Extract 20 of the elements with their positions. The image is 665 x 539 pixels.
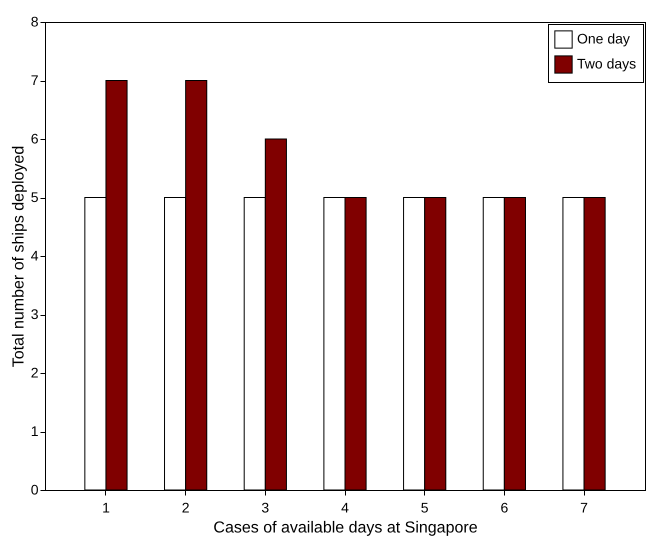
x-tick-label: 5 — [420, 500, 429, 516]
y-tick-label: 2 — [30, 364, 39, 380]
legend-label: Two days — [577, 56, 636, 72]
x-tick-label: 6 — [500, 500, 508, 516]
y-tick-label: 0 — [30, 482, 39, 498]
y-tick-label: 1 — [30, 423, 39, 439]
y-tick-label: 5 — [30, 189, 39, 205]
x-tick-label: 3 — [261, 500, 270, 516]
x-axis-title: Cases of available days at Singapore — [213, 520, 478, 536]
y-tick-label: 6 — [30, 130, 39, 146]
legend-label: One day — [577, 30, 630, 46]
x-tick-label: 1 — [102, 500, 110, 516]
x-tick-label: 2 — [182, 500, 190, 516]
y-tick-label: 3 — [30, 306, 39, 322]
y-tick-label: 4 — [30, 248, 39, 264]
y-tick-label: 8 — [30, 14, 39, 30]
x-tick-label: 4 — [341, 500, 350, 516]
x-tick-label: 7 — [580, 500, 588, 516]
y-tick-label: 7 — [30, 72, 39, 88]
y-axis-title: Total number of ships deployed — [10, 146, 28, 368]
